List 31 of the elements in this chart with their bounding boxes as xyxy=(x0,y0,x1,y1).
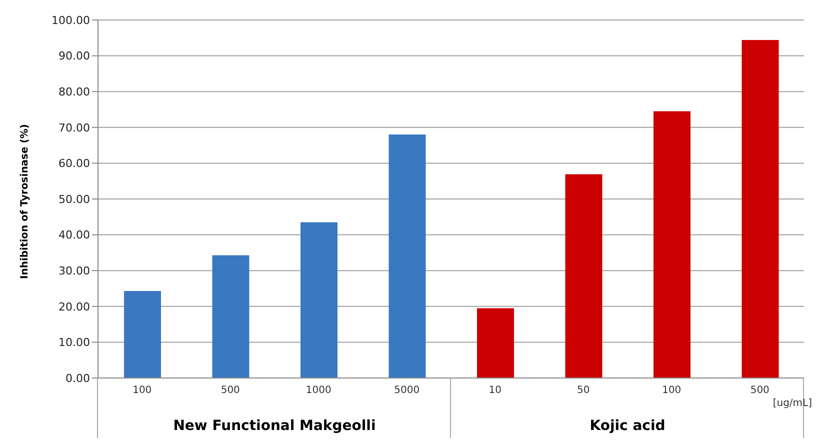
y-tick-label: 0.00 xyxy=(66,372,90,385)
x-tick-label: 500 xyxy=(750,385,770,396)
y-axis-title: Inhibition of Tyrosinase (%) xyxy=(20,124,31,279)
text: Kojic acid xyxy=(588,418,666,434)
bar xyxy=(300,222,338,378)
y-tick-label: 80.00 xyxy=(58,86,90,99)
y-tick-label: 50.00 xyxy=(58,192,90,206)
bar xyxy=(212,255,250,378)
x-tick-label: 100 xyxy=(132,385,152,396)
y-tick-label: 70.00 xyxy=(58,121,90,134)
y-tick-label: 60.00 xyxy=(58,157,90,170)
y-tick-label: 10.00 xyxy=(58,336,90,350)
bar xyxy=(742,40,779,378)
y-tick-label: 90.00 xyxy=(58,50,90,63)
y-tick-label: 40.00 xyxy=(58,228,90,242)
x-tick-label: 500 xyxy=(220,385,240,396)
x-tick-label: 10 xyxy=(488,385,502,396)
bar xyxy=(124,291,161,378)
y-tick-label: 30.00 xyxy=(58,264,90,278)
bar xyxy=(388,134,426,378)
text: New Functional Makgeolli xyxy=(172,418,377,434)
x-tick-label: 5000 xyxy=(394,385,420,396)
text: [ug/mL] xyxy=(772,398,812,409)
x-tick-label: 1000 xyxy=(306,385,332,396)
x-tick-label: 100 xyxy=(662,385,682,396)
bar xyxy=(477,308,514,378)
y-tick-label: 20.00 xyxy=(58,300,90,314)
bar xyxy=(565,174,602,378)
x-tick-label: 50 xyxy=(577,385,590,396)
y-tick-label: 100.00 xyxy=(52,14,90,27)
bar xyxy=(654,111,690,378)
